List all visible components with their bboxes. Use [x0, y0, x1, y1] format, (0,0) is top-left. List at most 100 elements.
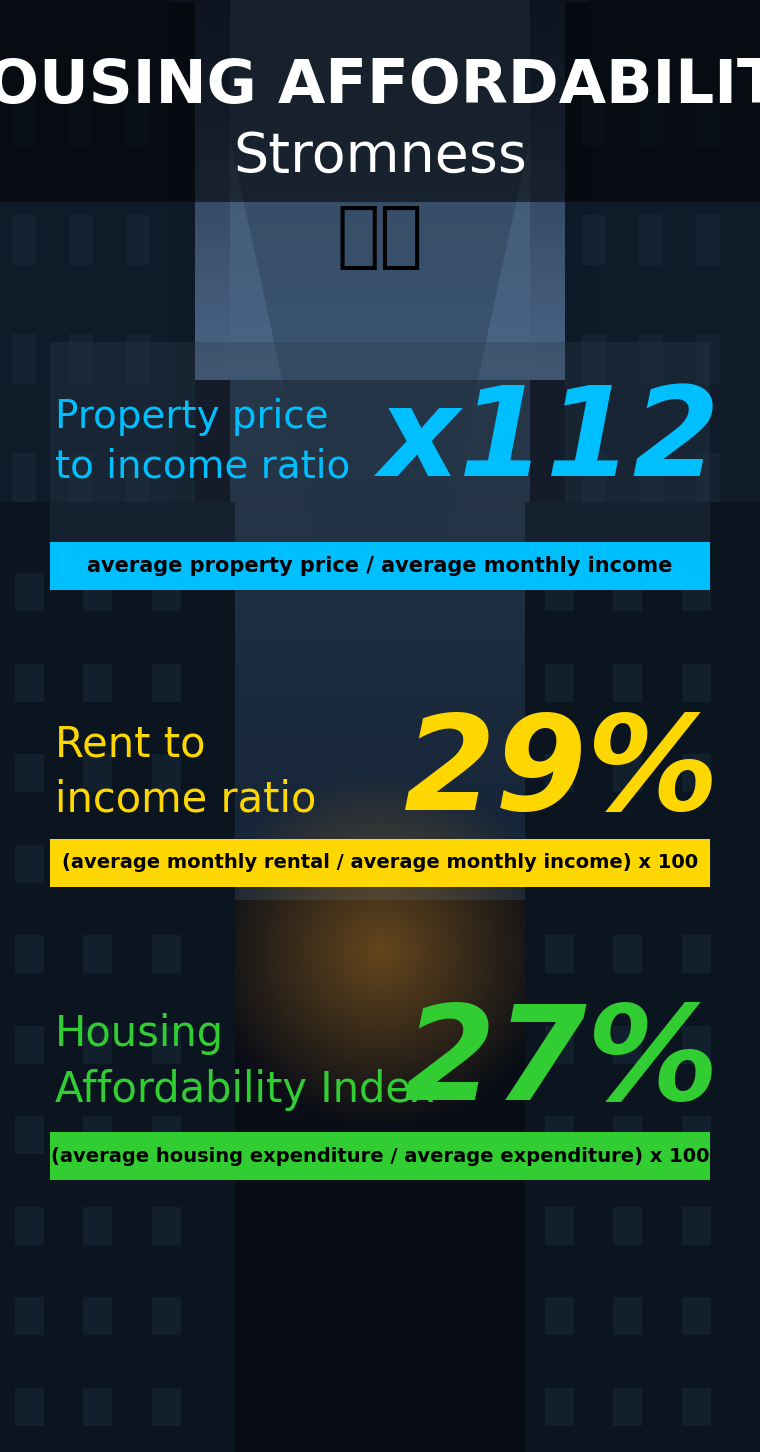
FancyBboxPatch shape: [669, 253, 682, 290]
FancyBboxPatch shape: [649, 518, 660, 550]
FancyBboxPatch shape: [649, 61, 660, 93]
FancyBboxPatch shape: [696, 572, 720, 623]
FancyBboxPatch shape: [732, 887, 745, 926]
FancyBboxPatch shape: [152, 1297, 181, 1336]
FancyBboxPatch shape: [152, 755, 181, 793]
FancyBboxPatch shape: [109, 518, 119, 550]
FancyBboxPatch shape: [132, 443, 142, 475]
FancyBboxPatch shape: [68, 96, 93, 147]
FancyBboxPatch shape: [68, 1048, 93, 1098]
FancyBboxPatch shape: [682, 935, 711, 973]
FancyBboxPatch shape: [15, 845, 43, 883]
FancyBboxPatch shape: [32, 163, 44, 200]
FancyBboxPatch shape: [669, 887, 682, 926]
FancyBboxPatch shape: [696, 1167, 720, 1217]
FancyBboxPatch shape: [623, 366, 634, 398]
FancyBboxPatch shape: [132, 213, 142, 245]
FancyBboxPatch shape: [597, 61, 608, 93]
FancyBboxPatch shape: [3, 526, 15, 563]
FancyBboxPatch shape: [68, 810, 93, 861]
Text: 27%: 27%: [404, 1000, 720, 1128]
FancyBboxPatch shape: [32, 434, 44, 472]
FancyBboxPatch shape: [152, 845, 181, 883]
FancyBboxPatch shape: [61, 616, 72, 653]
FancyBboxPatch shape: [613, 664, 642, 701]
Text: (average monthly rental / average monthly income) x 100: (average monthly rental / average monthl…: [62, 854, 698, 873]
FancyBboxPatch shape: [597, 366, 608, 398]
FancyBboxPatch shape: [84, 935, 112, 973]
FancyBboxPatch shape: [61, 71, 72, 110]
FancyBboxPatch shape: [732, 434, 745, 472]
FancyBboxPatch shape: [3, 253, 15, 290]
FancyBboxPatch shape: [581, 810, 606, 861]
FancyBboxPatch shape: [613, 845, 642, 883]
FancyBboxPatch shape: [11, 810, 36, 861]
FancyBboxPatch shape: [3, 434, 15, 472]
FancyBboxPatch shape: [638, 691, 663, 742]
Text: (average housing expenditure / average expenditure) x 100: (average housing expenditure / average e…: [51, 1147, 709, 1166]
FancyBboxPatch shape: [669, 71, 682, 110]
FancyBboxPatch shape: [152, 1117, 181, 1154]
FancyBboxPatch shape: [32, 344, 44, 382]
FancyBboxPatch shape: [623, 748, 634, 780]
FancyBboxPatch shape: [669, 163, 682, 200]
FancyBboxPatch shape: [132, 61, 142, 93]
FancyBboxPatch shape: [87, 136, 97, 168]
FancyBboxPatch shape: [613, 1297, 642, 1336]
FancyBboxPatch shape: [597, 595, 608, 627]
FancyBboxPatch shape: [126, 334, 150, 385]
FancyBboxPatch shape: [682, 1117, 711, 1154]
FancyBboxPatch shape: [682, 1297, 711, 1336]
FancyBboxPatch shape: [701, 706, 714, 745]
FancyBboxPatch shape: [649, 213, 660, 245]
FancyBboxPatch shape: [613, 1388, 642, 1426]
FancyBboxPatch shape: [87, 213, 97, 245]
FancyBboxPatch shape: [126, 691, 150, 742]
FancyBboxPatch shape: [32, 526, 44, 563]
FancyBboxPatch shape: [638, 453, 663, 504]
FancyBboxPatch shape: [15, 1207, 43, 1244]
FancyBboxPatch shape: [649, 748, 660, 780]
FancyBboxPatch shape: [623, 671, 634, 703]
FancyBboxPatch shape: [565, 1, 760, 1252]
FancyBboxPatch shape: [682, 1207, 711, 1244]
FancyBboxPatch shape: [638, 334, 663, 385]
FancyBboxPatch shape: [590, 0, 680, 802]
FancyBboxPatch shape: [669, 706, 682, 745]
FancyBboxPatch shape: [0, 0, 95, 953]
FancyBboxPatch shape: [3, 71, 15, 110]
FancyBboxPatch shape: [638, 96, 663, 147]
FancyBboxPatch shape: [126, 572, 150, 623]
FancyBboxPatch shape: [109, 136, 119, 168]
FancyBboxPatch shape: [613, 1117, 642, 1154]
FancyBboxPatch shape: [545, 1207, 574, 1244]
FancyBboxPatch shape: [109, 366, 119, 398]
Text: 🇬🇧: 🇬🇧: [337, 202, 423, 272]
FancyBboxPatch shape: [597, 671, 608, 703]
FancyBboxPatch shape: [109, 595, 119, 627]
FancyBboxPatch shape: [701, 71, 714, 110]
FancyBboxPatch shape: [84, 1117, 112, 1154]
FancyBboxPatch shape: [132, 366, 142, 398]
FancyBboxPatch shape: [87, 748, 97, 780]
FancyBboxPatch shape: [595, 0, 760, 1151]
FancyBboxPatch shape: [84, 755, 112, 793]
FancyBboxPatch shape: [581, 215, 606, 266]
FancyBboxPatch shape: [61, 526, 72, 563]
FancyBboxPatch shape: [623, 518, 634, 550]
FancyBboxPatch shape: [3, 797, 15, 835]
FancyBboxPatch shape: [581, 96, 606, 147]
FancyBboxPatch shape: [84, 664, 112, 701]
FancyBboxPatch shape: [11, 334, 36, 385]
FancyBboxPatch shape: [613, 574, 642, 611]
FancyBboxPatch shape: [68, 215, 93, 266]
FancyBboxPatch shape: [3, 887, 15, 926]
FancyBboxPatch shape: [152, 935, 181, 973]
FancyBboxPatch shape: [15, 935, 43, 973]
FancyBboxPatch shape: [32, 253, 44, 290]
FancyBboxPatch shape: [84, 845, 112, 883]
FancyBboxPatch shape: [613, 1207, 642, 1244]
FancyBboxPatch shape: [61, 887, 72, 926]
FancyBboxPatch shape: [11, 929, 36, 980]
FancyBboxPatch shape: [545, 935, 574, 973]
